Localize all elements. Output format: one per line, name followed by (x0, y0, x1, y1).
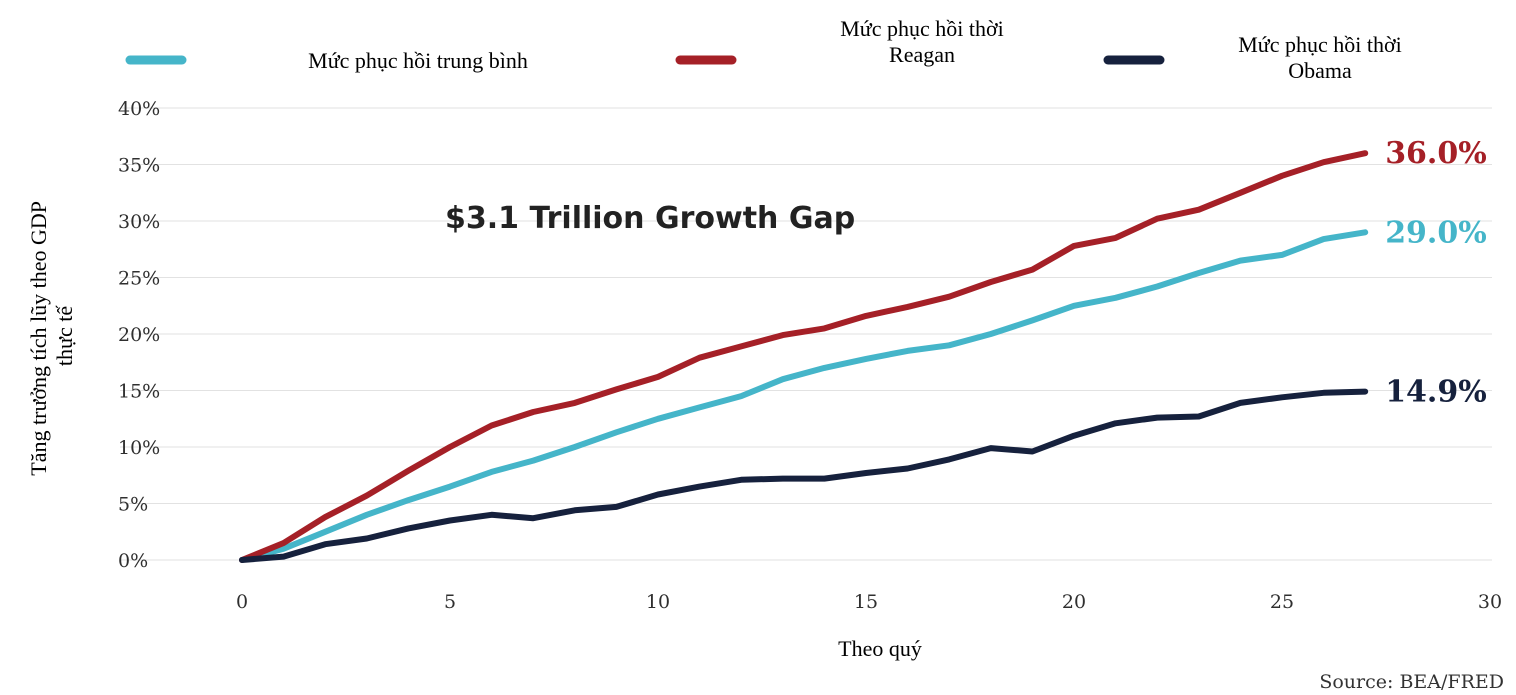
y-tick-label: 0% (118, 550, 148, 572)
y-tick-label: 10% (118, 437, 160, 459)
x-tick-label: 0 (236, 591, 248, 613)
y-tick-label: 30% (118, 211, 160, 233)
y-axis-title-line-2: thực tế (52, 305, 77, 366)
x-tick-label: 25 (1270, 591, 1294, 613)
y-tick-label: 40% (118, 98, 160, 120)
gridlines (120, 107, 1492, 561)
y-tick-label: 15% (118, 381, 160, 403)
legend-label-line: Mức phục hồi thời (1238, 32, 1402, 57)
legend-label-1: Mức phục hồi thời Reagan (840, 16, 1004, 67)
y-tick-label: 20% (118, 324, 160, 346)
series-lines (239, 150, 1369, 563)
series-end-labels: 29.0% 36.0% 14.9% (1385, 136, 1487, 409)
series-end-label-0: 29.0% (1385, 215, 1487, 250)
x-tick-label: 15 (854, 591, 878, 613)
legend: Mức phục hồi trung bình Mức phục hồi thời… (125, 16, 1402, 83)
series-line-2 (239, 388, 1369, 563)
legend-label-line: Reagan (889, 42, 955, 67)
y-axis-tick-labels: 0% 5% 10% 15% 20% 25% 30% 35% 40% (118, 98, 160, 572)
series-end-label-2: 14.9% (1385, 375, 1487, 410)
growth-gap-annotation: $3.1 Trillion Growth Gap (445, 201, 855, 236)
x-axis-tick-labels: 0 5 10 15 20 25 30 (236, 591, 1502, 613)
y-tick-label: 25% (118, 268, 160, 290)
y-axis-title-line-1: Tăng trưởng tích lũy theo GDP (26, 201, 51, 475)
series-line-1 (239, 150, 1369, 563)
x-tick-label: 30 (1478, 591, 1502, 613)
x-tick-label: 20 (1062, 591, 1086, 613)
legend-label-line: Mức phục hồi trung bình (308, 48, 528, 73)
y-tick-label: 35% (118, 155, 160, 177)
x-axis-title: Theo quý (838, 636, 922, 661)
y-tick-label: 5% (118, 494, 148, 516)
legend-label-line: Obama (1288, 58, 1352, 83)
series-end-label-1: 36.0% (1385, 136, 1487, 171)
x-tick-label: 10 (646, 591, 670, 613)
x-tick-label: 5 (444, 591, 456, 613)
series-line-0 (239, 229, 1369, 563)
legend-label-line: Mức phục hồi thời (840, 16, 1004, 41)
legend-label-2: Mức phục hồi thời Obama (1238, 32, 1402, 83)
y-axis-title: Tăng trưởng tích lũy theo GDP thực tế (26, 196, 77, 475)
source-note: Source: BEA/FRED (1319, 671, 1504, 693)
legend-label-0: Mức phục hồi trung bình (308, 48, 528, 73)
